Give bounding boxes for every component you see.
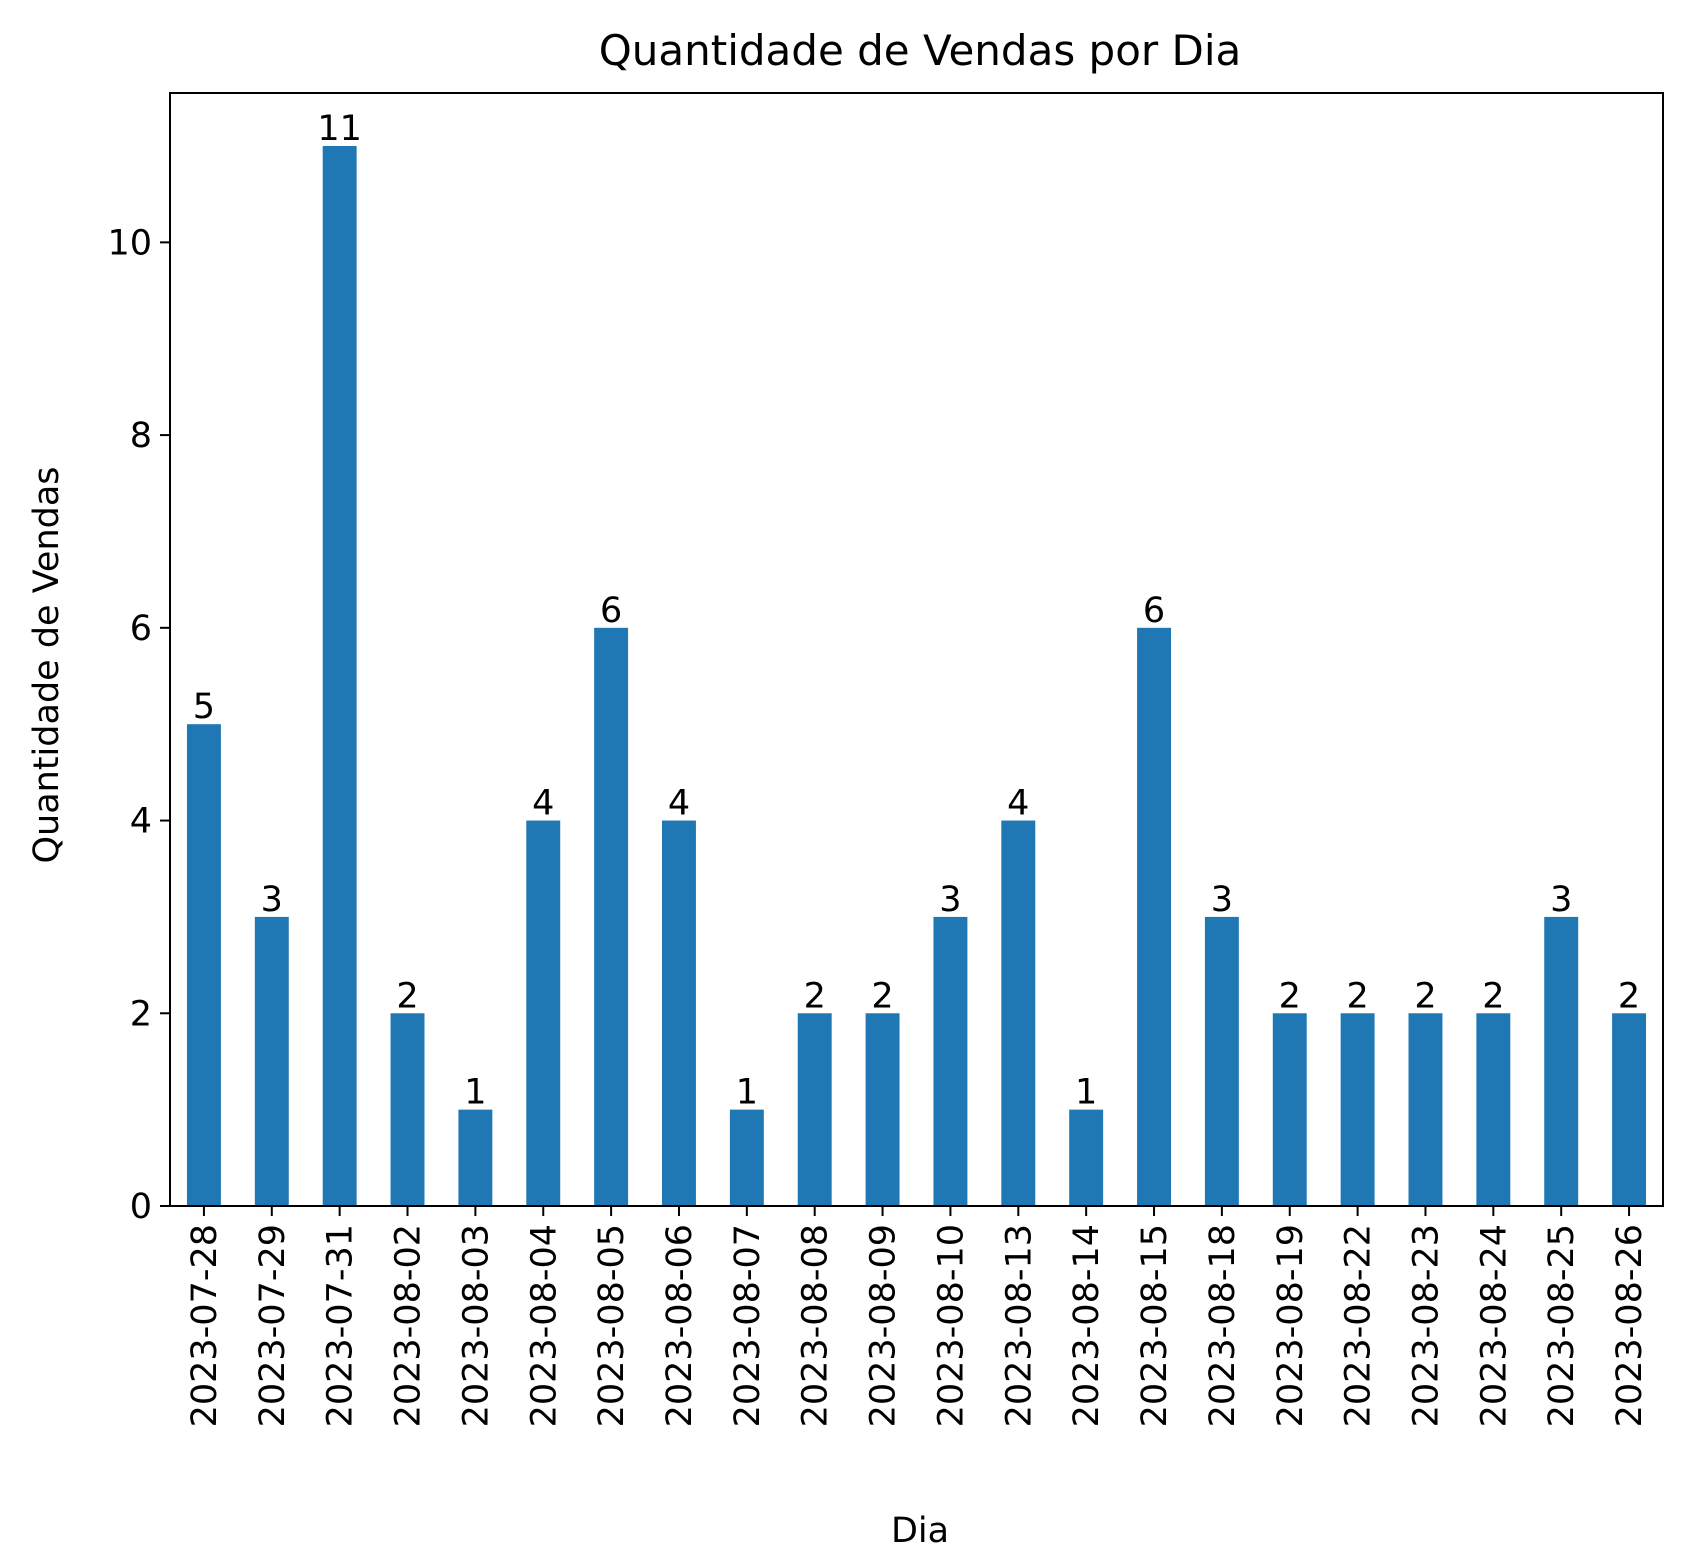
data-label: 5 <box>193 687 215 727</box>
x-tick-label: 2023-08-25 <box>1542 1224 1582 1427</box>
bar <box>322 146 357 1206</box>
bar <box>1408 1013 1443 1206</box>
bar <box>865 1013 900 1206</box>
bar <box>1204 916 1239 1206</box>
y-axis: 0 2 4 6 8 10 <box>107 223 170 1227</box>
bar <box>1612 1013 1647 1206</box>
data-label: 2 <box>1414 976 1436 1016</box>
bar <box>458 1109 493 1206</box>
x-tick-label: 2023-08-22 <box>1339 1224 1379 1427</box>
x-tick-label: 2023-08-07 <box>728 1224 768 1427</box>
x-tick-label: 2023-08-08 <box>796 1224 836 1427</box>
y-axis-title: Quantidade de Vendas <box>27 466 67 863</box>
data-label: 2 <box>804 976 826 1016</box>
data-label: 3 <box>261 880 283 920</box>
bar <box>729 1109 764 1206</box>
bar <box>1544 916 1579 1206</box>
bar <box>1069 1109 1104 1206</box>
x-tick-label: 2023-08-09 <box>864 1224 904 1427</box>
data-label: 3 <box>939 880 961 920</box>
x-tick-label: 2023-08-06 <box>660 1224 700 1427</box>
data-label: 6 <box>600 591 622 631</box>
x-tick-label: 2023-08-10 <box>931 1224 971 1427</box>
bar <box>254 916 289 1206</box>
x-axis: 2023-07-28 2023-07-29 2023-07-31 2023-08-02… <box>185 1206 1650 1427</box>
data-label: 6 <box>1143 591 1165 631</box>
x-tick-label: 2023-08-14 <box>1067 1224 1107 1427</box>
chart-title: Quantidade de Vendas por Dia <box>599 26 1242 75</box>
y-tick-label: 0 <box>130 1187 152 1227</box>
bar <box>1340 1013 1375 1206</box>
x-tick-label: 2023-08-03 <box>456 1224 496 1427</box>
y-tick-label: 4 <box>130 802 152 842</box>
data-label: 2 <box>871 976 893 1016</box>
data-label: 2 <box>1618 976 1640 1016</box>
x-tick-label: 2023-08-05 <box>592 1224 632 1427</box>
data-label: 1 <box>736 1073 758 1113</box>
x-tick-label: 2023-08-18 <box>1203 1224 1243 1427</box>
bar <box>1001 820 1036 1206</box>
bar <box>662 820 696 1206</box>
bar <box>933 916 968 1206</box>
data-label: 2 <box>1279 976 1301 1016</box>
x-tick-label: 2023-07-28 <box>185 1224 225 1427</box>
bar <box>186 724 221 1206</box>
data-label: 4 <box>668 784 690 824</box>
y-tick-label: 2 <box>130 994 152 1034</box>
x-tick-label: 2023-07-31 <box>321 1224 361 1427</box>
y-tick-label: 8 <box>130 416 152 456</box>
bar <box>1476 1013 1511 1206</box>
bar <box>1137 627 1171 1206</box>
data-label: 11 <box>317 109 362 149</box>
bars <box>186 146 1647 1206</box>
data-label: 1 <box>1075 1073 1097 1113</box>
bar <box>526 820 561 1206</box>
x-tick-label: 2023-08-15 <box>1135 1224 1175 1427</box>
data-label: 2 <box>396 976 418 1016</box>
data-label: 1 <box>464 1073 486 1113</box>
x-tick-label: 2023-08-13 <box>999 1224 1039 1427</box>
data-label: 3 <box>1550 880 1572 920</box>
x-tick-label: 2023-08-04 <box>524 1224 564 1427</box>
y-tick-label: 6 <box>130 609 152 649</box>
data-label: 4 <box>1007 784 1029 824</box>
bar <box>797 1013 832 1206</box>
bar <box>1272 1013 1307 1206</box>
data-label: 3 <box>1211 880 1233 920</box>
x-axis-title: Dia <box>891 1511 949 1551</box>
bar <box>390 1013 425 1206</box>
bar <box>594 627 629 1206</box>
x-tick-label: 2023-08-26 <box>1610 1224 1650 1427</box>
x-tick-label: 2023-08-23 <box>1406 1224 1446 1427</box>
x-tick-label: 2023-08-02 <box>389 1224 429 1427</box>
plot-frame <box>169 92 1664 1207</box>
x-tick-label: 2023-08-24 <box>1474 1224 1514 1427</box>
data-labels: 5 3 11 2 1 4 6 4 1 2 2 3 4 1 6 3 2 2 2 2 3 2 <box>193 109 1640 1113</box>
data-label: 2 <box>1482 976 1504 1016</box>
x-tick-label: 2023-08-19 <box>1271 1224 1311 1427</box>
y-tick-label: 10 <box>107 223 152 263</box>
data-label: 4 <box>532 784 554 824</box>
x-tick-label: 2023-07-29 <box>253 1224 293 1427</box>
data-label: 2 <box>1346 976 1368 1016</box>
